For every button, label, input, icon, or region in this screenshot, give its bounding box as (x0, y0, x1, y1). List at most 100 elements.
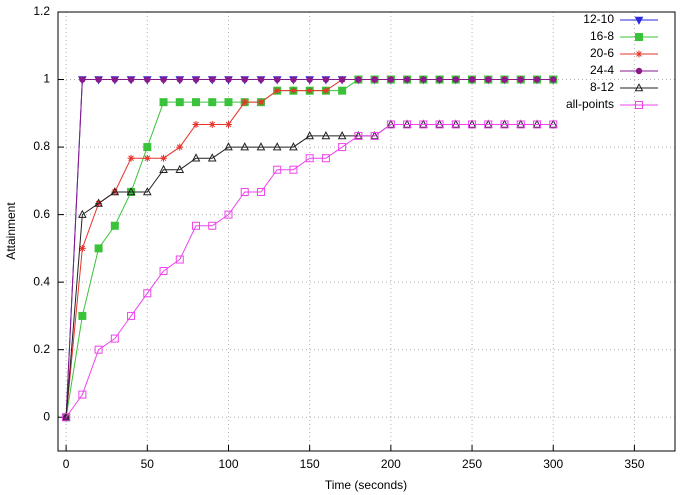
y-tick-label: 1 (43, 72, 50, 86)
point (175, 164, 185, 174)
x-tick-label: 100 (218, 457, 238, 471)
point (207, 153, 217, 162)
point (273, 165, 282, 174)
x-tick-label: 50 (141, 457, 155, 471)
point (110, 221, 119, 230)
point (516, 120, 525, 129)
legend-label: 20-6 (590, 46, 614, 60)
series-line (65, 123, 554, 418)
point (420, 76, 427, 83)
y-tick-label: 0.8 (33, 139, 50, 153)
point (94, 244, 103, 253)
legend-marker (634, 83, 644, 92)
y-tick-label: 0.2 (33, 342, 50, 356)
point (79, 76, 86, 83)
point (436, 76, 443, 83)
legend-label: 24-4 (590, 63, 614, 77)
point (94, 198, 103, 207)
point (485, 76, 492, 83)
point (257, 76, 265, 83)
legend-marker (635, 33, 643, 41)
point (468, 120, 477, 129)
point (370, 131, 379, 140)
x-tick-label: 300 (543, 457, 563, 471)
x-tick-label: 200 (381, 457, 401, 471)
legend-label: 16-8 (590, 29, 614, 43)
point (305, 154, 314, 163)
point (224, 142, 233, 151)
point (143, 143, 152, 152)
x-tick-label: 150 (300, 457, 320, 471)
point (192, 98, 201, 107)
point (159, 98, 168, 107)
point (160, 154, 168, 162)
point (160, 76, 167, 83)
point (192, 221, 201, 230)
point (126, 187, 136, 196)
point (208, 98, 217, 107)
point (127, 76, 135, 83)
series (62, 120, 558, 422)
point (78, 390, 87, 399)
point (257, 98, 265, 106)
point (306, 76, 313, 83)
point (272, 142, 282, 151)
point (306, 87, 314, 95)
point (127, 311, 136, 320)
point (224, 120, 232, 128)
point (142, 187, 152, 196)
point (451, 120, 460, 129)
point (533, 76, 541, 83)
legend-label: 12-10 (583, 12, 614, 26)
point (370, 131, 379, 140)
point (322, 87, 330, 95)
point (354, 131, 363, 140)
point (321, 154, 330, 163)
point (273, 87, 281, 95)
point (273, 76, 281, 83)
point (225, 76, 232, 83)
point (175, 255, 184, 264)
point (78, 244, 86, 252)
legend-marker (634, 16, 644, 25)
point (403, 120, 412, 129)
point (290, 76, 297, 83)
point (192, 120, 200, 128)
point (143, 289, 152, 298)
point (209, 76, 216, 83)
point (289, 142, 298, 151)
point (240, 187, 249, 196)
point (402, 119, 412, 128)
point (386, 120, 395, 129)
y-tick-label: 0.4 (33, 274, 50, 288)
point (110, 187, 120, 196)
point (517, 76, 524, 83)
point (338, 143, 347, 152)
y-axis-label: Attainment (4, 202, 18, 260)
point (62, 413, 71, 422)
point (127, 154, 135, 162)
point (451, 119, 461, 128)
point (143, 154, 151, 162)
point (111, 76, 119, 83)
legend-marker (635, 67, 643, 75)
legend-label: all-points (566, 97, 614, 111)
point (78, 209, 87, 218)
point (192, 76, 200, 83)
point (224, 98, 233, 107)
point (159, 164, 168, 174)
point (241, 98, 249, 106)
legend-label: 8-12 (590, 80, 614, 94)
point (548, 119, 558, 128)
point (176, 143, 184, 151)
point (256, 187, 265, 196)
point (419, 119, 428, 128)
point (321, 131, 331, 140)
point (78, 311, 87, 320)
point (532, 120, 541, 129)
point (256, 142, 266, 151)
point (94, 345, 103, 354)
point (305, 131, 314, 140)
point (355, 76, 362, 83)
